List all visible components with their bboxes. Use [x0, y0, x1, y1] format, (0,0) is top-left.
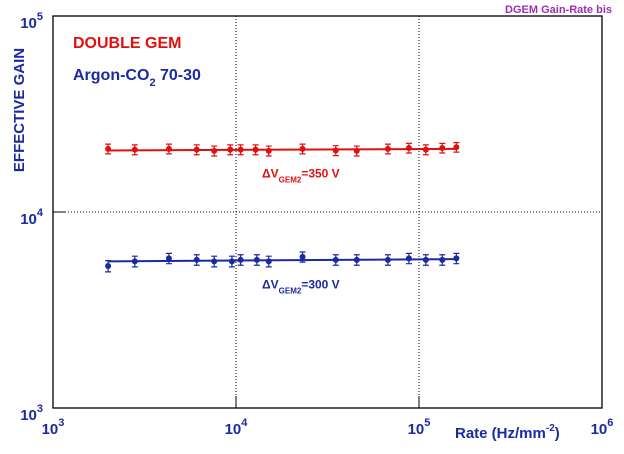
series-label-part: ΔV	[262, 166, 279, 180]
data-point	[193, 256, 200, 263]
tick-base: 10	[591, 421, 608, 438]
series-label-part: =350 V	[301, 166, 339, 180]
data-point	[237, 256, 244, 263]
fit-line	[108, 147, 457, 152]
data-point	[299, 253, 306, 260]
tick-base: 10	[42, 421, 59, 438]
data-point	[405, 255, 412, 262]
x-tick-label: 105	[408, 417, 431, 438]
tick-power: 6	[607, 417, 613, 429]
data-point	[228, 258, 235, 265]
tick-power: 4	[37, 207, 44, 219]
data-point	[353, 256, 360, 263]
data-point	[332, 147, 339, 154]
data-point	[105, 145, 112, 152]
data-point	[422, 256, 429, 263]
data-point	[193, 146, 200, 153]
annotation-part: 2	[149, 77, 155, 89]
x-axis-label: Rate (Hz/mm-2)	[455, 423, 560, 442]
series-label-part: GEM2	[279, 175, 302, 184]
x-label-part: )	[555, 425, 560, 442]
data-point	[439, 145, 446, 152]
data-point	[265, 258, 272, 265]
fit-line	[108, 258, 457, 263]
chart-title: DGEM Gain-Rate bis	[505, 4, 612, 16]
series-label-part: ΔV	[262, 277, 279, 291]
data-point	[439, 256, 446, 263]
y-tick-label: 105	[20, 11, 43, 32]
y-axis-label: EFFECTIVE GAIN	[11, 48, 28, 172]
tick-base: 10	[20, 15, 37, 32]
series-label-part: =300 V	[301, 277, 339, 291]
data-point	[211, 258, 218, 265]
x-tick-label: 104	[225, 417, 249, 438]
tick-power: 5	[37, 11, 43, 23]
x-label-part: Rate (Hz/mm	[455, 425, 546, 442]
data-point	[131, 146, 138, 153]
series-label: ΔVGEM2=350 V	[262, 166, 340, 184]
tick-power: 5	[424, 417, 430, 429]
x-tick-label: 106	[591, 417, 614, 438]
y-tick-label: 103	[20, 403, 43, 424]
annotation-part: 70-30	[156, 67, 201, 84]
data-point	[422, 146, 429, 153]
annotation: Argon-CO2 70-30	[73, 67, 201, 89]
tick-base: 10	[408, 421, 425, 438]
tick-power: 3	[58, 417, 64, 429]
data-point	[384, 145, 391, 152]
x-label-sup: -2	[546, 423, 555, 434]
x-tick-label: 103	[42, 417, 65, 438]
annotation: DOUBLE GEM	[73, 35, 181, 52]
data-point	[165, 145, 172, 152]
tick-base: 10	[225, 421, 242, 438]
data-point	[265, 147, 272, 154]
data-point	[165, 255, 172, 262]
y-tick-label: 104	[20, 207, 44, 228]
annotation-part: DOUBLE GEM	[73, 35, 181, 52]
data-point	[253, 256, 260, 263]
data-point	[299, 145, 306, 152]
annotation-part: Argon-CO	[73, 67, 149, 84]
data-point	[405, 145, 412, 152]
tick-base: 10	[20, 407, 37, 424]
data-point	[227, 146, 234, 153]
data-point	[453, 144, 460, 151]
tick-power: 4	[241, 417, 248, 429]
data-point	[353, 147, 360, 154]
tick-power: 3	[37, 403, 43, 415]
series-label: ΔVGEM2=300 V	[262, 277, 340, 295]
data-point	[131, 258, 138, 265]
data-point	[384, 256, 391, 263]
data-point	[252, 146, 259, 153]
data-point	[237, 146, 244, 153]
tick-base: 10	[20, 211, 37, 228]
data-point	[105, 263, 112, 270]
data-point	[332, 256, 339, 263]
series-label-part: GEM2	[279, 286, 302, 295]
data-point	[453, 255, 460, 262]
data-point	[211, 147, 218, 154]
